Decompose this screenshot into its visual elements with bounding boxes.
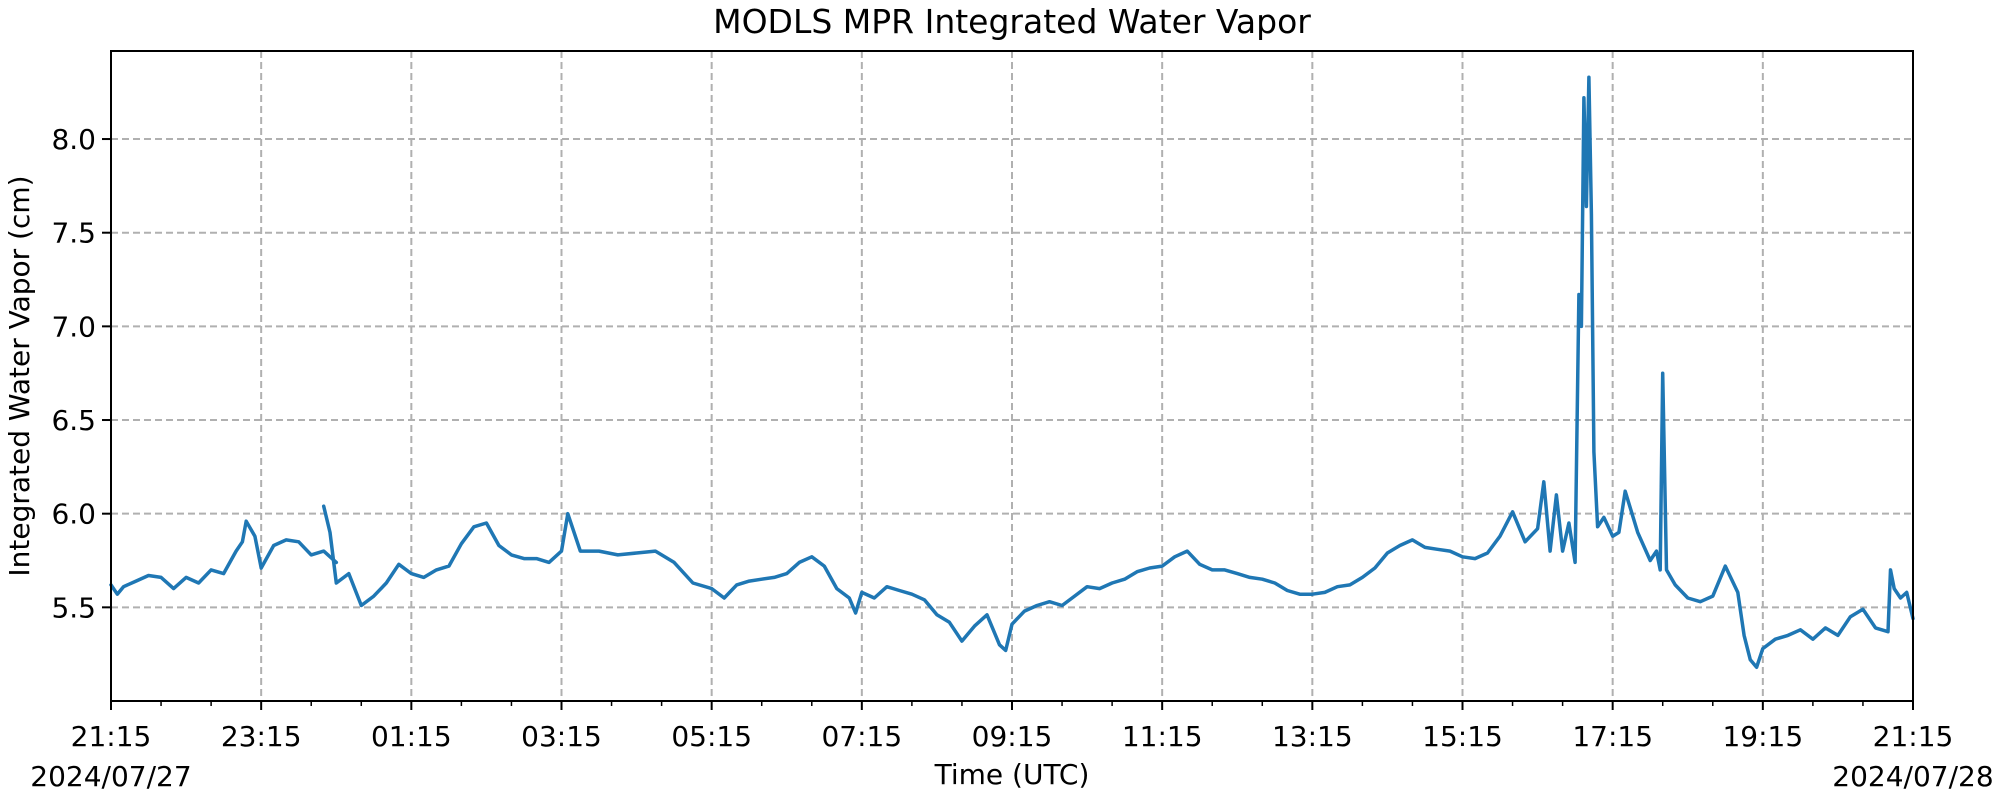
x-tick-label: 15:15 xyxy=(1422,720,1503,753)
x-tick-label: 19:15 xyxy=(1722,720,1803,753)
y-tick-label: 7.5 xyxy=(51,217,96,250)
grid xyxy=(111,51,1913,701)
x-date-label-right: 2024/07/28 xyxy=(1832,760,1993,793)
y-axis: 5.5 6.0 6.5 7.0 7.5 8.0 xyxy=(51,123,111,624)
y-tick-label: 6.0 xyxy=(51,498,96,531)
series-line xyxy=(321,75,1915,670)
x-tick-label: 13:15 xyxy=(1272,720,1353,753)
y-tick-label: 7.0 xyxy=(51,310,96,343)
x-tick-label: 21:15 xyxy=(71,720,152,753)
x-tick-label: 11:15 xyxy=(1122,720,1203,753)
y-tick-label: 8.0 xyxy=(51,123,96,156)
y-tick-label: 5.5 xyxy=(51,591,96,624)
x-axis: 21:15 23:15 01:15 03:15 05:15 07:15 09:15 11:15… xyxy=(71,701,1954,753)
y-axis-label: Integrated Water Vapor (cm) xyxy=(3,175,36,576)
x-tick-label: 09:15 xyxy=(972,720,1053,753)
x-tick-label: 21:15 xyxy=(1873,720,1954,753)
series-line-layer xyxy=(109,75,1915,670)
series-line xyxy=(109,519,339,596)
x-tick-label: 03:15 xyxy=(521,720,602,753)
x-tick-label: 17:15 xyxy=(1572,720,1653,753)
x-tick-label: 23:15 xyxy=(221,720,302,753)
x-axis-label: Time (UTC) xyxy=(934,758,1090,791)
x-tick-label: 07:15 xyxy=(821,720,902,753)
x-tick-label: 05:15 xyxy=(671,720,752,753)
y-tick-label: 6.5 xyxy=(51,404,96,437)
x-date-label-left: 2024/07/27 xyxy=(30,760,191,793)
x-tick-label: 01:15 xyxy=(371,720,452,753)
chart-title: MODLS MPR Integrated Water Vapor xyxy=(713,2,1311,41)
